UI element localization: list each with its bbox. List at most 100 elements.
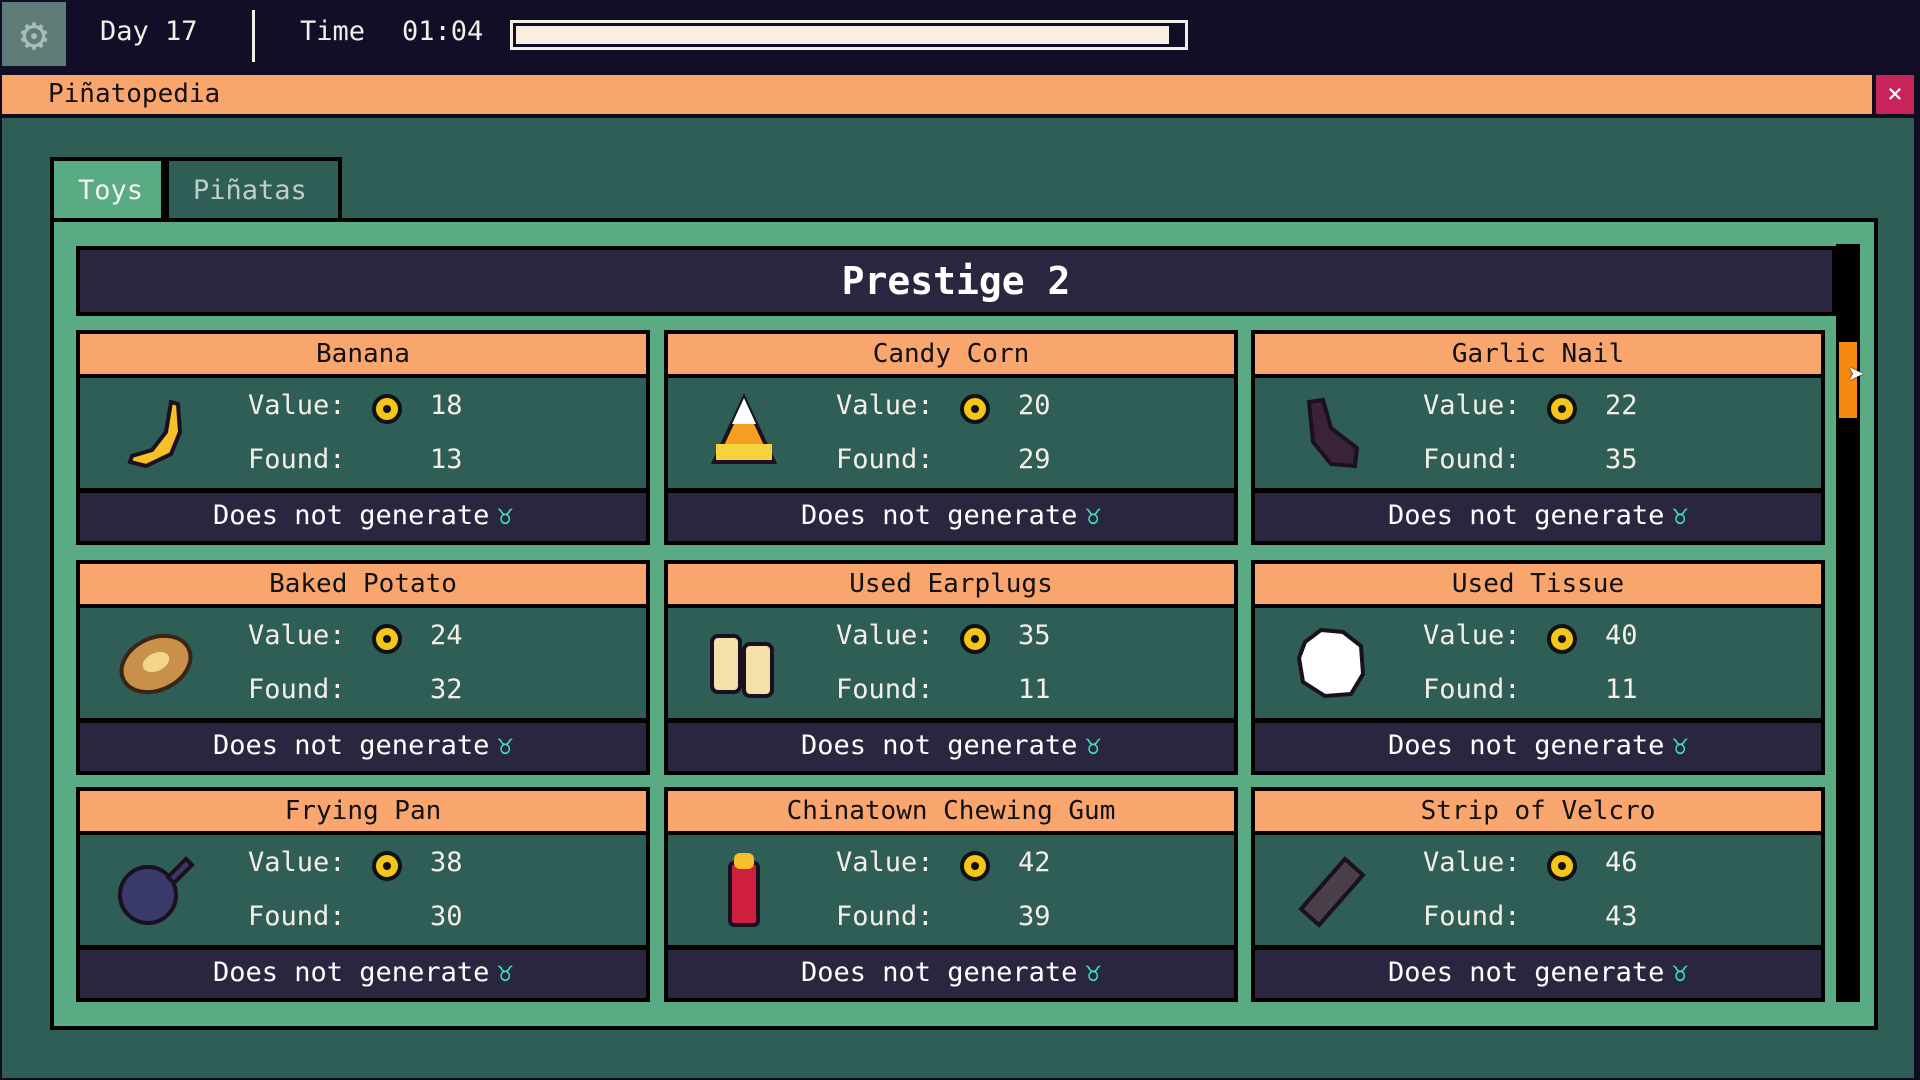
item-name: Baked Potato (80, 564, 646, 604)
generation-status: Does not generate ♉ (80, 493, 646, 541)
frying-pan-icon (118, 856, 195, 925)
generator-icon: ♉ (1672, 731, 1688, 761)
generation-text: Does not generate (801, 730, 1078, 761)
generator-icon: ♉ (497, 731, 513, 761)
mouse-cursor-icon: ➤ (1848, 358, 1865, 391)
coin-icon (1547, 394, 1577, 424)
item-name: Used Tissue (1255, 564, 1821, 604)
value-label: Value: (1423, 620, 1521, 651)
item-details: Value: 42 Found: 39 (668, 835, 1234, 945)
coin-icon (372, 394, 402, 424)
item-value: 35 (1018, 620, 1051, 651)
item-found: 13 (430, 444, 463, 475)
item-details: Value: 22 Found: 35 (1255, 378, 1821, 488)
item-name: Candy Corn (668, 334, 1234, 374)
generator-icon: ♉ (1085, 958, 1101, 988)
item-found: 11 (1018, 674, 1051, 705)
generator-icon: ♉ (1672, 501, 1688, 531)
generation-status: Does not generate ♉ (1255, 493, 1821, 541)
time-label: Time (300, 16, 366, 47)
velcro-icon (1298, 856, 1366, 928)
generation-text: Does not generate (213, 730, 490, 761)
item-name: Strip of Velcro (1255, 791, 1821, 831)
generation-status: Does not generate ♉ (668, 723, 1234, 771)
found-label: Found: (1423, 674, 1521, 705)
item-card[interactable]: Candy Corn Value: 20 Found: 29 Does not … (664, 330, 1238, 545)
coin-icon (1547, 851, 1577, 881)
generation-status: Does not generate ♉ (80, 950, 646, 998)
item-value: 24 (430, 620, 463, 651)
generation-text: Does not generate (213, 500, 490, 531)
generator-icon: ♉ (1085, 731, 1101, 761)
gear-icon[interactable]: ⚙ (2, 2, 66, 66)
item-card[interactable]: Garlic Nail Value: 22 Found: 35 Does not… (1251, 330, 1825, 545)
generation-text: Does not generate (801, 957, 1078, 988)
baked-potato-icon (119, 633, 193, 695)
item-name: Garlic Nail (1255, 334, 1821, 374)
coin-icon (1547, 624, 1577, 654)
progress-fill (516, 26, 1169, 44)
close-button[interactable]: × (1876, 75, 1914, 114)
value-label: Value: (836, 390, 934, 421)
item-card[interactable]: Used Earplugs Value: 35 Found: 11 Does n… (664, 560, 1238, 775)
generator-icon: ♉ (497, 501, 513, 531)
item-details: Value: 35 Found: 11 (668, 608, 1234, 718)
item-details: Value: 46 Found: 43 (1255, 835, 1821, 945)
value-label: Value: (1423, 847, 1521, 878)
item-value: 46 (1605, 847, 1638, 878)
found-label: Found: (1423, 444, 1521, 475)
item-found: 29 (1018, 444, 1051, 475)
banana-icon (127, 399, 183, 469)
day-progress-bar (510, 20, 1188, 50)
generator-icon: ♉ (1672, 958, 1688, 988)
candy-corn-icon (710, 393, 778, 464)
tab-toys[interactable]: Toys (50, 157, 165, 219)
tab-pinatas[interactable]: Piñatas (165, 157, 342, 219)
item-value: 18 (430, 390, 463, 421)
item-card[interactable]: Used Tissue Value: 40 Found: 11 Does not… (1251, 560, 1825, 775)
item-name: Used Earplugs (668, 564, 1234, 604)
item-card[interactable]: Frying Pan Value: 38 Found: 30 Does not … (76, 787, 650, 1002)
generation-status: Does not generate ♉ (668, 493, 1234, 541)
value-label: Value: (248, 620, 346, 651)
time-value: 01:04 (402, 16, 484, 47)
generation-status: Does not generate ♉ (1255, 950, 1821, 998)
item-details: Value: 40 Found: 11 (1255, 608, 1821, 718)
generation-text: Does not generate (1388, 730, 1665, 761)
scrollbar-thumb[interactable] (1839, 342, 1857, 418)
value-label: Value: (836, 847, 934, 878)
value-label: Value: (1423, 390, 1521, 421)
item-details: Value: 18 Found: 13 (80, 378, 646, 488)
item-value: 20 (1018, 390, 1051, 421)
item-name: Frying Pan (80, 791, 646, 831)
item-details: Value: 38 Found: 30 (80, 835, 646, 945)
generation-status: Does not generate ♉ (80, 723, 646, 771)
item-card[interactable]: Baked Potato Value: 24 Found: 32 Does no… (76, 560, 650, 775)
item-found: 35 (1605, 444, 1638, 475)
value-label: Value: (248, 847, 346, 878)
found-label: Found: (248, 901, 346, 932)
item-value: 42 (1018, 847, 1051, 878)
coin-icon (960, 851, 990, 881)
generation-text: Does not generate (801, 500, 1078, 531)
item-details: Value: 20 Found: 29 (668, 378, 1234, 488)
item-value: 22 (1605, 390, 1638, 421)
generator-icon: ♉ (1085, 501, 1101, 531)
item-card[interactable]: Strip of Velcro Value: 46 Found: 43 Does… (1251, 787, 1825, 1002)
coin-icon (372, 624, 402, 654)
earplugs-icon (710, 634, 774, 698)
coin-icon (960, 624, 990, 654)
generation-text: Does not generate (1388, 500, 1665, 531)
found-label: Found: (836, 901, 934, 932)
item-found: 11 (1605, 674, 1638, 705)
garlic-nail-icon (1306, 397, 1360, 469)
day-counter: Day 17 (100, 16, 198, 47)
item-card[interactable]: Banana Value: 18 Found: 13 Does not gene… (76, 330, 650, 545)
item-card[interactable]: Chinatown Chewing Gum Value: 42 Found: 3… (664, 787, 1238, 1002)
tissue-icon (1296, 627, 1366, 699)
value-label: Value: (836, 620, 934, 651)
value-label: Value: (248, 390, 346, 421)
generation-status: Does not generate ♉ (668, 950, 1234, 998)
top-bar: ⚙ Day 17 Time 01:04 (0, 0, 1920, 72)
found-label: Found: (1423, 901, 1521, 932)
